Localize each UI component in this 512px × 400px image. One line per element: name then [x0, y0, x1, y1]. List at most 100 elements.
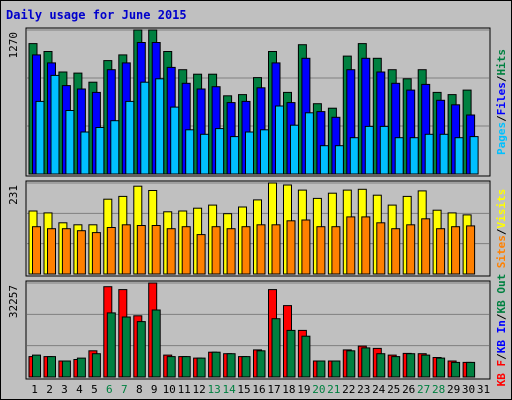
right-axis-label-part: / — [495, 353, 508, 360]
x-tick-label: 3 — [61, 383, 68, 396]
bar-pages — [275, 105, 284, 175]
x-tick-label: 13 — [207, 383, 220, 396]
bar-pages — [215, 128, 225, 175]
bar-pages — [454, 137, 464, 175]
bar-kb-out — [391, 356, 401, 378]
bar-pages — [200, 133, 210, 175]
x-tick-label: 27 — [417, 383, 430, 396]
bar-sites — [106, 227, 116, 275]
bar-kb-out — [121, 316, 131, 378]
bar-pages — [349, 137, 359, 175]
bar-pages — [140, 81, 150, 175]
bar-sites — [421, 218, 431, 275]
bar-kb-out — [136, 321, 146, 378]
bar-kb-out — [406, 353, 416, 378]
x-tick-label: 21 — [327, 383, 340, 396]
bar-kb-out — [271, 318, 281, 378]
y-max-label: 32257 — [7, 285, 20, 318]
bar-kb-out — [181, 356, 191, 378]
bar-pages — [125, 100, 135, 175]
bar-pages — [319, 145, 329, 175]
bar-kb-out — [32, 354, 41, 378]
bar-sites — [331, 226, 341, 275]
right-axis-label-part: Pages — [495, 122, 508, 155]
bar-pages — [185, 129, 195, 175]
bar-kb-out — [91, 353, 101, 378]
bar-sites — [436, 228, 446, 275]
x-tick-label: 14 — [222, 383, 236, 396]
x-tick-label: 19 — [297, 383, 310, 396]
bar-sites — [376, 222, 386, 275]
x-tick-label: 7 — [121, 383, 128, 396]
bar-sites — [256, 224, 266, 275]
bar-sites — [181, 226, 191, 275]
right-axis-label-part: KB Out — [495, 274, 508, 314]
bar-kb-out — [226, 353, 236, 378]
bar-sites — [271, 224, 281, 275]
bar-kb-out — [376, 353, 386, 378]
bar-kb-out — [451, 361, 461, 378]
bar-pages — [260, 129, 269, 175]
bar-sites — [451, 226, 461, 275]
x-tick-label: 18 — [282, 383, 295, 396]
bar-sites — [301, 219, 311, 275]
y-max-label: 1270 — [7, 32, 20, 59]
bar-sites — [211, 226, 221, 275]
right-axis-label-part: Files — [495, 82, 508, 115]
x-tick-label: 17 — [267, 383, 280, 396]
bar-kb-out — [346, 350, 356, 378]
bar-sites — [466, 225, 476, 275]
bar-sites — [316, 226, 326, 275]
right-axis-label-part: / — [495, 75, 508, 82]
bar-pages — [469, 136, 479, 175]
x-tick-label: 4 — [76, 383, 83, 396]
bar-pages — [439, 133, 449, 175]
right-axis-label-part: Sites — [495, 235, 508, 268]
bar-kb-out — [211, 351, 221, 378]
bar-sites — [361, 216, 371, 275]
bar-pages — [80, 131, 90, 175]
x-tick-label: 26 — [402, 383, 415, 396]
bar-kb-out — [106, 312, 116, 378]
right-axis-label: Pages/Files/Hits — [495, 49, 508, 155]
bar-sites — [391, 228, 401, 275]
right-axis-label-part: / — [495, 228, 508, 235]
x-tick-label: 29 — [447, 383, 460, 396]
bar-sites — [196, 234, 206, 275]
right-axis-label-part: KB F — [495, 360, 508, 387]
bar-pages — [364, 125, 374, 175]
bar-kb-out — [196, 357, 206, 378]
right-axis-label: Sites/Visits — [495, 189, 508, 269]
bar-pages — [95, 127, 105, 175]
bar-pages — [35, 100, 45, 175]
bar-kb-out — [361, 347, 371, 378]
x-tick-label: 2 — [46, 383, 53, 396]
bar-kb-out — [151, 309, 161, 378]
x-tick-label: 15 — [237, 383, 250, 396]
x-tick-label: 31 — [477, 383, 490, 396]
x-tick-label: 24 — [372, 383, 386, 396]
bar-sites — [121, 224, 131, 275]
bar-pages — [304, 112, 314, 175]
bar-sites — [32, 226, 41, 275]
right-axis-label-part: / — [495, 313, 508, 320]
x-tick-label: 8 — [136, 383, 143, 396]
x-tick-label: 1 — [31, 383, 38, 396]
bar-kb-out — [301, 335, 311, 378]
bar-kb-out — [421, 354, 431, 378]
bar-sites — [166, 228, 176, 275]
bar-sites — [136, 225, 146, 275]
bar-pages — [379, 125, 389, 175]
bar-sites — [47, 228, 56, 275]
right-axis-label-part: KB In — [495, 320, 508, 353]
x-tick-label: 25 — [387, 383, 400, 396]
bar-kb-out — [47, 356, 56, 378]
bar-pages — [65, 110, 75, 175]
bar-pages — [245, 131, 254, 175]
bar-sites — [226, 228, 236, 275]
x-tick-label: 11 — [178, 383, 191, 396]
bar-sites — [61, 228, 71, 275]
bar-pages — [155, 78, 165, 175]
right-axis-label-part: Hits — [495, 49, 508, 76]
